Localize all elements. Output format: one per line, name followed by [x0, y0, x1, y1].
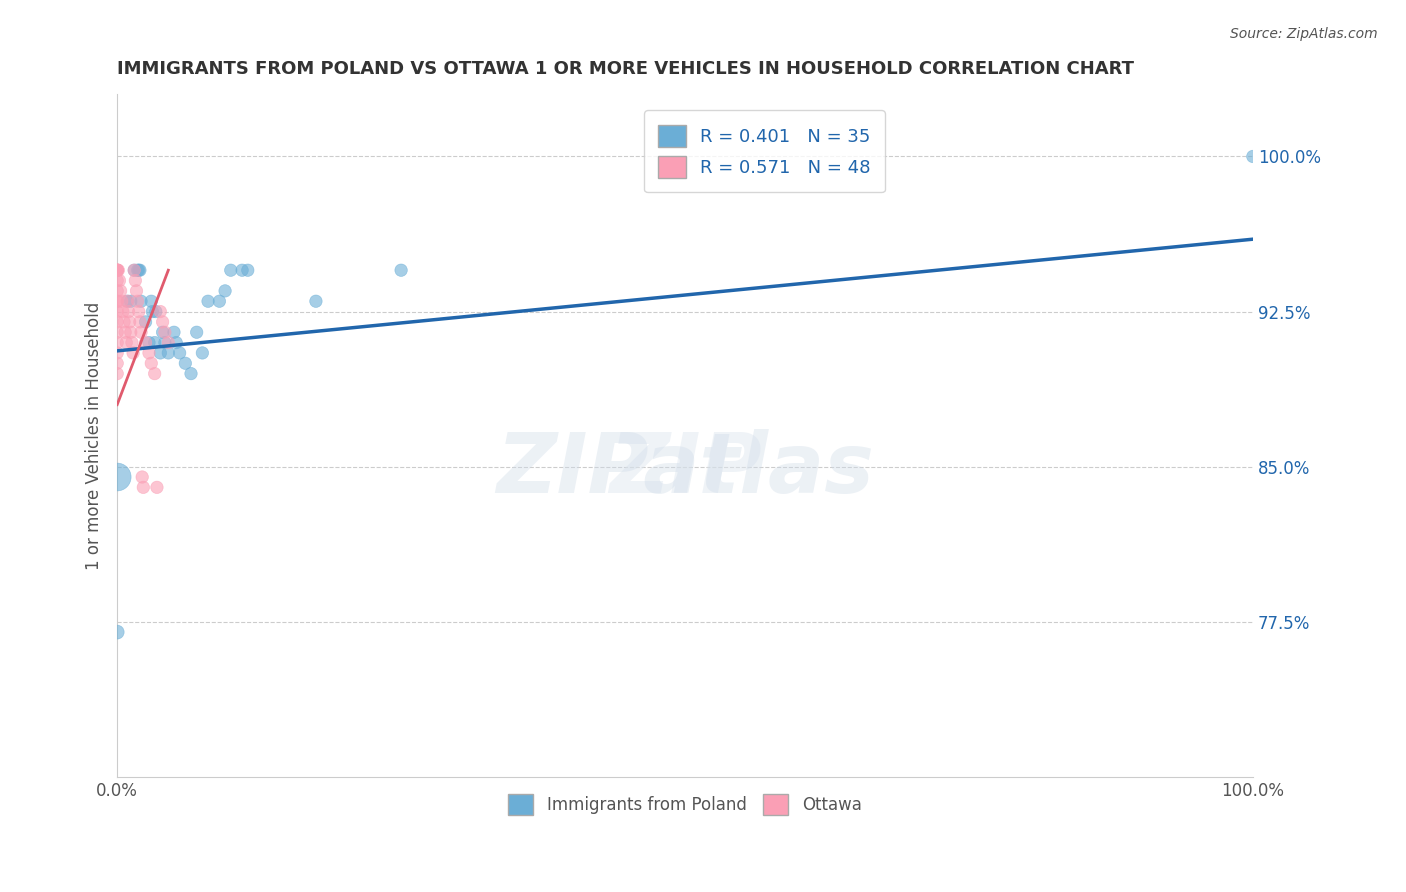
Point — [105, 263, 128, 277]
Point — [105, 263, 128, 277]
Point — [157, 346, 180, 360]
Point — [112, 315, 135, 329]
Point — [231, 263, 253, 277]
Point — [107, 263, 129, 277]
Point — [135, 335, 157, 350]
Point — [121, 335, 143, 350]
Point — [114, 325, 136, 339]
Point — [219, 263, 242, 277]
Point — [127, 263, 149, 277]
Point — [389, 263, 412, 277]
Point — [141, 356, 163, 370]
Point — [105, 470, 128, 484]
Point — [169, 346, 191, 360]
Point — [105, 294, 128, 309]
Point — [125, 284, 148, 298]
Point — [138, 346, 160, 360]
Point — [214, 284, 236, 298]
Point — [117, 294, 139, 309]
Point — [105, 335, 128, 350]
Point — [191, 346, 214, 360]
Point — [305, 294, 328, 309]
Point — [157, 335, 180, 350]
Point — [152, 325, 174, 339]
Point — [105, 294, 128, 309]
Point — [153, 335, 176, 350]
Text: Source: ZipAtlas.com: Source: ZipAtlas.com — [1230, 27, 1378, 41]
Point — [129, 294, 152, 309]
Point — [149, 346, 172, 360]
Point — [115, 335, 138, 350]
Point — [128, 304, 150, 318]
Point — [208, 294, 231, 309]
Point — [132, 480, 155, 494]
Point — [118, 315, 141, 329]
Point — [165, 335, 187, 350]
Point — [1241, 149, 1264, 163]
Point — [105, 284, 128, 298]
Point — [174, 356, 197, 370]
Point — [108, 274, 131, 288]
Point — [122, 263, 145, 277]
Point — [135, 315, 157, 329]
Point — [122, 346, 145, 360]
Point — [145, 304, 167, 318]
Text: IMMIGRANTS FROM POLAND VS OTTAWA 1 OR MORE VEHICLES IN HOUSEHOLD CORRELATION CHA: IMMIGRANTS FROM POLAND VS OTTAWA 1 OR MO… — [117, 60, 1135, 78]
Point — [143, 367, 166, 381]
Point — [105, 315, 128, 329]
Point — [110, 284, 132, 298]
Text: ZIP: ZIP — [609, 429, 761, 510]
Point — [153, 325, 176, 339]
Point — [128, 263, 150, 277]
Point — [163, 325, 186, 339]
Point — [138, 335, 160, 350]
Point — [120, 294, 142, 309]
Point — [105, 346, 128, 360]
Y-axis label: 1 or more Vehicles in Household: 1 or more Vehicles in Household — [86, 301, 103, 570]
Point — [131, 470, 153, 484]
Point — [129, 315, 152, 329]
Point — [117, 304, 139, 318]
Point — [122, 263, 145, 277]
Point — [152, 315, 174, 329]
Point — [105, 325, 128, 339]
Legend: Immigrants from Poland, Ottawa: Immigrants from Poland, Ottawa — [501, 786, 870, 823]
Point — [105, 304, 128, 318]
Point — [129, 263, 152, 277]
Point — [111, 294, 134, 309]
Point — [149, 304, 172, 318]
Point — [129, 325, 152, 339]
Point — [117, 294, 139, 309]
Point — [124, 274, 146, 288]
Point — [143, 335, 166, 350]
Point — [105, 274, 128, 288]
Point — [141, 294, 163, 309]
Point — [180, 367, 202, 381]
Point — [120, 325, 142, 339]
Text: ZIPatlas: ZIPatlas — [496, 429, 875, 510]
Point — [105, 625, 128, 640]
Point — [127, 294, 149, 309]
Point — [236, 263, 259, 277]
Point — [105, 263, 128, 277]
Point — [105, 263, 128, 277]
Point — [146, 480, 169, 494]
Point — [186, 325, 208, 339]
Point — [111, 304, 134, 318]
Point — [197, 294, 219, 309]
Point — [105, 367, 128, 381]
Point — [105, 356, 128, 370]
Point — [141, 304, 163, 318]
Point — [105, 263, 128, 277]
